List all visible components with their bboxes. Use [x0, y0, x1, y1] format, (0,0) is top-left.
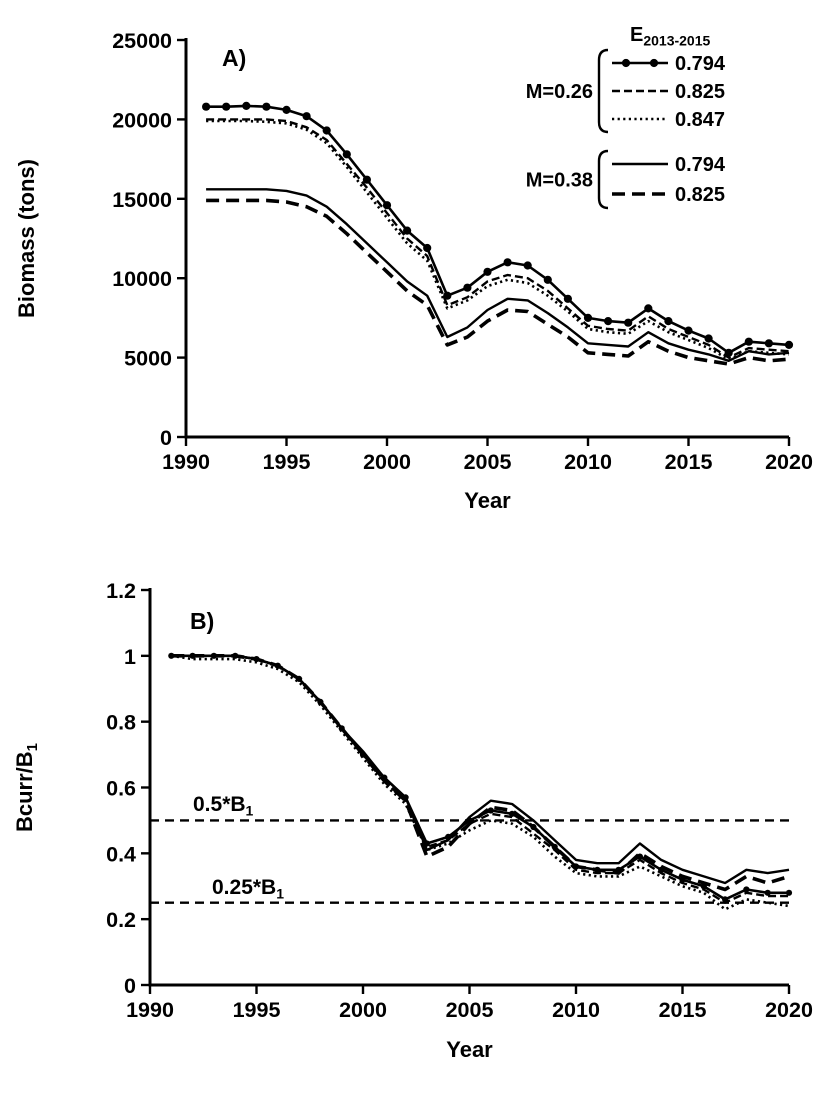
- ref-line-label: 0.25*B1: [212, 876, 284, 902]
- series-line-4-long-dash-thick: [206, 198, 790, 366]
- series-marker: [724, 348, 733, 357]
- x-axis-title: Year: [446, 1037, 493, 1062]
- series-marker: [704, 334, 713, 343]
- series-marker: [744, 337, 753, 346]
- y-tick-label: 10000: [112, 267, 172, 291]
- legend-header: E2013-2015: [630, 24, 711, 48]
- panel-b-depletion-chart: 0 0.2 0.4 0.6 0.8 1 1.2 1990 1995 2000 2005 2010 201…: [0, 545, 815, 1102]
- series-marker: [483, 267, 492, 276]
- y-axis-title: Biomass (tons): [14, 159, 39, 318]
- series-marker: [644, 304, 653, 313]
- series-marker: [463, 283, 472, 292]
- legend-group-bracket: [597, 149, 609, 210]
- series-marker: [242, 101, 251, 110]
- legend-entry-label: 0.794: [675, 154, 726, 176]
- series-marker: [624, 318, 633, 327]
- series-marker: [222, 102, 231, 111]
- y-tick-label: 20000: [112, 108, 172, 132]
- legend-entry-label: 0.825: [675, 81, 725, 103]
- series-marker: [764, 889, 771, 896]
- series-line-1-dashed: [206, 118, 790, 359]
- x-axis-title: Year: [464, 488, 511, 513]
- x-tick-label: 2015: [659, 998, 707, 1022]
- series-line-1-dashed: [171, 654, 789, 904]
- legend-sample-marker: [621, 58, 631, 68]
- legend-group-label: M=0.26: [526, 81, 593, 103]
- series-marker: [322, 126, 331, 135]
- series-marker: [583, 313, 593, 322]
- series-marker: [282, 105, 291, 114]
- y-tick-label: 0: [124, 974, 136, 998]
- x-tick-label: 1990: [126, 998, 174, 1022]
- series-marker: [784, 340, 794, 349]
- series-marker: [764, 339, 774, 348]
- y-tick-label: 0.6: [106, 777, 136, 801]
- series-line-2-dotted: [171, 654, 790, 911]
- legend-entry-label: 0.794: [675, 53, 726, 75]
- series-marker: [743, 886, 750, 893]
- series-line-3-solid: [171, 654, 790, 885]
- series-marker: [342, 150, 351, 159]
- y-tick-label: 1.2: [106, 579, 136, 603]
- legend-sample-marker: [649, 58, 659, 68]
- series-marker: [563, 294, 573, 303]
- series-marker: [362, 175, 371, 184]
- y-tick-label: 15000: [112, 188, 172, 212]
- series-marker: [503, 258, 512, 267]
- legend-group-bracket: [597, 48, 609, 134]
- y-tick-label: 0.2: [106, 908, 136, 932]
- series-line-4-long-dash-thick: [171, 654, 790, 892]
- legend-group-label: M=0.38: [526, 170, 593, 192]
- y-tick-label: 0.8: [106, 711, 136, 735]
- ref-line-label: 0.5*B1: [193, 793, 254, 819]
- x-tick-label: 2005: [464, 450, 512, 474]
- series-marker: [785, 889, 793, 896]
- x-tick-label: 1990: [162, 450, 210, 474]
- x-tick-label: 2000: [339, 998, 387, 1022]
- series-marker: [262, 102, 271, 111]
- series-marker: [604, 317, 613, 326]
- series-marker: [382, 201, 392, 210]
- x-tick-label: 2010: [564, 450, 612, 474]
- series-marker: [403, 226, 412, 235]
- series-marker: [543, 275, 552, 284]
- x-tick-label: 1995: [263, 450, 311, 474]
- x-tick-label: 2020: [765, 998, 813, 1022]
- y-tick-label: 5000: [124, 347, 172, 371]
- panel-b-svg: 0 0.2 0.4 0.6 0.8 1 1.2 1990 1995 2000 2005 2010 201…: [12, 579, 813, 1062]
- legend: E2013-2015 M=0.26 0.794 0.825 0.847 M=0.38 0.7…: [526, 24, 726, 210]
- series-line-0-solid-markers: [171, 654, 789, 901]
- series-marker: [487, 807, 494, 814]
- y-axis-title: Bcurr/B1: [12, 743, 41, 832]
- series-marker: [202, 102, 211, 111]
- y-tick-label: 25000: [112, 29, 172, 53]
- series-marker: [302, 112, 311, 121]
- x-tick-label: 2015: [665, 450, 713, 474]
- series-marker: [684, 326, 693, 335]
- x-tick-label: 2000: [363, 450, 411, 474]
- x-tick-label: 2020: [765, 450, 813, 474]
- panel-a-svg: 0 5000 10000 15000 20000 25000 1990 1995 2000 200…: [14, 24, 813, 513]
- legend-entry-label: 0.825: [675, 184, 725, 206]
- x-tick-label: 2010: [552, 998, 600, 1022]
- series-marker: [423, 243, 432, 253]
- x-tick-label: 2005: [446, 998, 494, 1022]
- panel-letter: B): [190, 608, 214, 634]
- series-marker: [523, 261, 532, 270]
- y-tick-label: 1: [124, 645, 136, 669]
- series-line-3-solid: [206, 188, 790, 362]
- panel-a-biomass-chart: 0 5000 10000 15000 20000 25000 1990 1995 2000 200…: [0, 0, 815, 545]
- y-tick-label: 0.4: [106, 842, 136, 866]
- y-tick-label: 0: [160, 426, 172, 450]
- panel-letter: A): [222, 45, 246, 71]
- x-tick-label: 1995: [233, 998, 281, 1022]
- legend-entry-label: 0.847: [675, 109, 725, 131]
- series-marker: [664, 317, 673, 326]
